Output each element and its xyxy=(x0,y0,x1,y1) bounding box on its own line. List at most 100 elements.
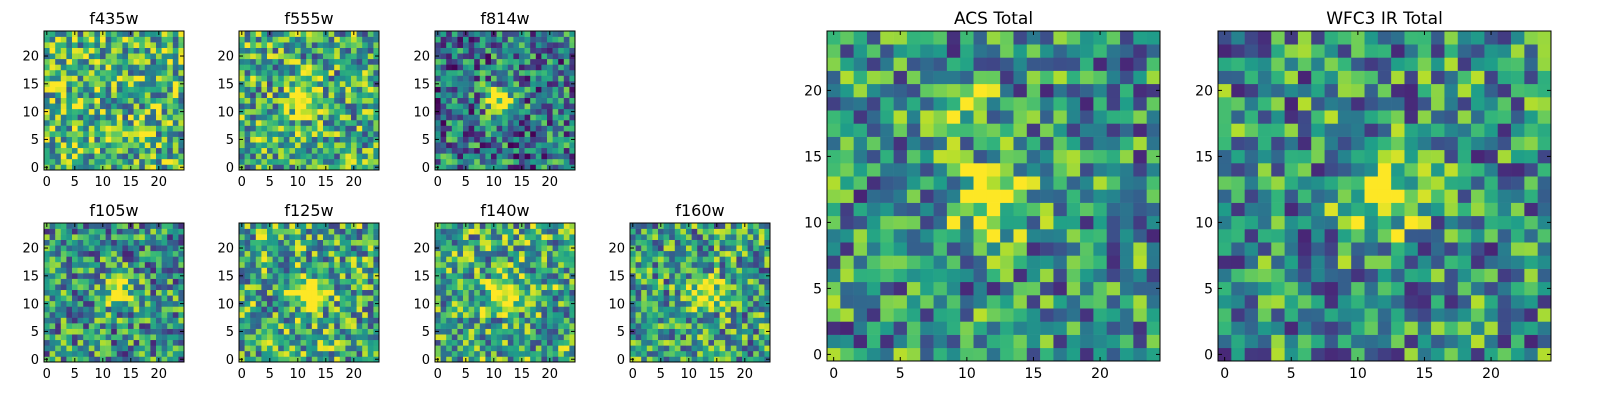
heatmap-cell xyxy=(105,295,112,302)
heatmap-cell xyxy=(491,47,497,54)
heatmap-cell xyxy=(558,108,565,115)
heatmap-cell xyxy=(339,323,346,329)
heatmap-cell xyxy=(94,36,101,43)
heatmap-cell xyxy=(524,164,531,171)
heatmap-cell xyxy=(105,339,112,346)
heatmap-cell xyxy=(1106,176,1121,190)
heatmap-cell xyxy=(139,300,146,307)
heatmap-cell xyxy=(680,339,687,346)
heatmap-cell xyxy=(530,31,537,37)
heatmap-cell xyxy=(172,245,179,252)
heatmap-cell xyxy=(116,334,123,341)
heatmap-cell xyxy=(239,234,245,240)
heatmap-cell xyxy=(569,153,576,160)
heatmap-cell xyxy=(72,239,78,246)
heatmap-cell xyxy=(323,97,329,104)
heatmap-cell xyxy=(283,317,290,324)
heatmap-cell xyxy=(239,153,245,160)
heatmap-cell xyxy=(457,31,464,37)
heatmap-cell xyxy=(435,306,441,313)
heatmap-cell xyxy=(451,295,458,302)
heatmap-cell xyxy=(906,321,921,335)
heatmap-cell xyxy=(133,136,140,143)
heatmap-cell xyxy=(730,339,737,346)
heatmap-cell xyxy=(267,261,273,268)
heatmap-cell xyxy=(250,81,257,87)
heatmap-cell xyxy=(178,103,185,110)
heatmap-cell xyxy=(719,228,726,235)
heatmap-cell xyxy=(311,239,318,246)
heatmap-cell xyxy=(702,311,709,318)
heatmap-cell xyxy=(362,58,369,65)
heatmap-cell xyxy=(474,36,481,43)
heatmap-cell xyxy=(686,345,692,352)
heatmap-cell xyxy=(150,158,157,165)
heatmap-cell xyxy=(60,239,67,246)
heatmap-cell xyxy=(680,284,687,291)
heatmap-cell xyxy=(306,75,313,82)
heatmap-cell xyxy=(272,311,279,318)
heatmap-cell xyxy=(451,256,458,263)
heatmap-cell xyxy=(686,295,692,302)
heatmap-cell xyxy=(334,256,341,263)
heatmap-cell xyxy=(485,103,492,110)
heatmap-cell xyxy=(128,108,134,115)
heatmap-cell xyxy=(83,345,90,352)
heatmap-cell xyxy=(105,323,112,329)
heatmap-cell xyxy=(105,125,112,132)
heatmap-cell xyxy=(250,147,257,154)
heatmap-cell xyxy=(530,75,537,82)
heatmap-cell xyxy=(496,81,503,87)
heatmap-cell xyxy=(83,164,90,171)
heatmap-cell xyxy=(635,228,642,235)
heatmap-cell xyxy=(289,92,296,99)
heatmap-cell xyxy=(708,239,715,246)
heatmap-cell xyxy=(491,284,497,291)
heatmap-cell xyxy=(267,245,273,252)
heatmap-cell xyxy=(547,306,553,313)
heatmap-cell xyxy=(719,317,726,324)
heatmap-cell xyxy=(946,268,961,283)
heatmap-cell xyxy=(840,176,854,190)
heatmap-cell xyxy=(758,300,765,307)
heatmap-cell xyxy=(167,131,174,137)
heatmap-cell xyxy=(66,158,73,165)
heatmap-cell xyxy=(827,215,841,230)
heatmap-cell xyxy=(524,119,531,126)
heatmap-cell xyxy=(535,250,542,257)
heatmap-cell xyxy=(133,300,140,307)
heatmap-cell xyxy=(356,223,363,229)
heatmap-cell xyxy=(933,202,948,217)
heatmap-cell xyxy=(272,250,279,257)
heatmap-cell xyxy=(267,278,273,285)
heatmap-cell xyxy=(513,295,520,302)
heatmap-cell xyxy=(272,131,279,137)
heatmap-cell xyxy=(920,149,934,164)
heatmap-cell xyxy=(111,75,118,82)
heatmap-cell xyxy=(1053,255,1068,269)
heatmap-cell xyxy=(49,328,56,335)
heatmap-cell xyxy=(507,306,514,313)
heatmap-cell xyxy=(161,42,168,48)
heatmap-cell xyxy=(300,323,307,329)
heatmap-cell xyxy=(272,164,279,171)
heatmap-cell xyxy=(742,334,748,341)
heatmap-cell xyxy=(730,350,737,357)
heatmap-cell xyxy=(83,295,90,302)
heatmap-cell xyxy=(893,163,908,177)
heatmap-cell xyxy=(435,114,441,121)
heatmap-cell xyxy=(535,75,542,82)
heatmap-cell xyxy=(323,228,329,235)
heatmap-cell xyxy=(105,300,112,307)
heatmap-cell xyxy=(686,245,692,252)
heatmap-cell xyxy=(535,103,542,110)
heatmap-cell xyxy=(547,350,553,357)
heatmap-cell xyxy=(840,149,854,164)
heatmap-cell xyxy=(328,108,335,115)
heatmap-cell xyxy=(691,334,698,341)
heatmap-cell xyxy=(479,81,486,87)
heatmap-cell xyxy=(267,289,273,296)
heatmap-cell xyxy=(255,58,262,65)
heatmap-cell xyxy=(306,345,313,352)
